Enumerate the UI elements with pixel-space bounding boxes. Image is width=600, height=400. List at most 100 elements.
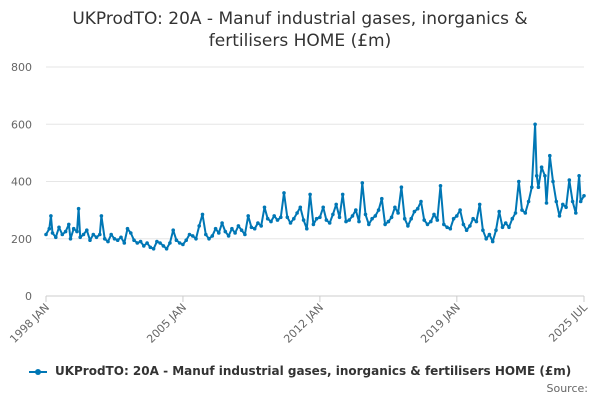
data-point	[419, 199, 423, 204]
data-point	[376, 208, 381, 212]
data-point	[47, 226, 52, 231]
data-point	[526, 199, 531, 204]
data-point	[357, 219, 361, 224]
data-point	[155, 239, 159, 244]
data-point	[243, 232, 247, 237]
data-point	[115, 238, 120, 242]
legend[interactable]: UKProdTO: 20A - Manuf industrial gases, …	[0, 364, 600, 378]
data-point	[367, 222, 371, 227]
data-point	[451, 216, 456, 221]
data-point	[78, 235, 82, 240]
data-point	[122, 241, 127, 245]
data-point	[98, 232, 102, 237]
data-point	[318, 215, 322, 220]
data-point	[543, 174, 547, 178]
data-point	[458, 208, 462, 212]
data-point	[354, 208, 358, 212]
data-point	[396, 211, 400, 215]
data-point	[487, 232, 492, 237]
data-point	[233, 231, 237, 235]
data-point	[461, 222, 466, 227]
data-point	[490, 239, 495, 244]
data-point	[344, 219, 348, 224]
data-point	[429, 219, 433, 224]
data-point	[142, 244, 146, 248]
data-point	[68, 237, 73, 241]
data-point	[226, 234, 231, 238]
data-point	[151, 247, 156, 251]
data-point	[468, 224, 472, 228]
data-point	[386, 219, 391, 224]
y-tick-label: 200	[11, 233, 32, 246]
data-point	[503, 221, 508, 225]
data-point	[331, 212, 335, 217]
data-point	[138, 239, 143, 244]
data-point	[389, 215, 394, 220]
data-point	[265, 216, 270, 221]
data-point	[239, 228, 244, 232]
data-point	[513, 211, 518, 215]
data-point	[210, 234, 215, 238]
data-point	[184, 238, 188, 242]
data-point	[60, 232, 65, 237]
data-point	[445, 225, 449, 230]
data-point	[50, 231, 55, 235]
data-point	[298, 205, 303, 210]
data-point	[402, 216, 407, 221]
data-point	[292, 216, 296, 221]
data-point	[269, 219, 273, 224]
data-point	[347, 218, 352, 222]
data-point	[44, 232, 48, 237]
data-point	[174, 238, 179, 242]
data-point	[279, 215, 283, 220]
data-point	[520, 208, 524, 212]
data-point	[94, 235, 99, 240]
data-point	[409, 216, 414, 221]
data-point	[295, 211, 299, 215]
data-point	[510, 216, 515, 221]
data-point	[190, 234, 195, 238]
data-point	[324, 218, 329, 222]
data-point	[517, 179, 521, 184]
x-tick-label: 2005 JAN	[144, 301, 189, 346]
data-point	[363, 212, 368, 217]
data-point	[481, 228, 485, 232]
data-point	[148, 245, 153, 250]
data-point	[145, 241, 149, 245]
data-point	[539, 165, 544, 169]
data-point	[102, 237, 107, 241]
data-point	[194, 237, 198, 241]
data-point	[305, 226, 309, 231]
data-point	[415, 206, 420, 211]
data-point	[474, 219, 479, 224]
data-point	[217, 231, 221, 235]
data-point	[399, 185, 404, 189]
data-point	[574, 211, 578, 215]
data-point	[197, 224, 201, 228]
data-point	[507, 225, 511, 230]
data-point	[246, 214, 250, 218]
data-point	[551, 179, 555, 184]
y-tick-label: 600	[11, 118, 32, 131]
data-point	[230, 226, 234, 231]
data-point	[533, 122, 537, 127]
data-point	[523, 211, 528, 215]
data-point	[249, 225, 254, 230]
data-point	[119, 235, 123, 240]
x-tick-label: 2019 JAN	[418, 301, 463, 346]
data-point	[259, 224, 264, 228]
data-point	[161, 244, 166, 248]
data-point	[471, 216, 475, 221]
data-point	[125, 226, 130, 231]
data-point	[406, 224, 410, 228]
data-point	[109, 232, 113, 237]
data-point	[561, 202, 565, 207]
data-point	[207, 237, 211, 241]
data-point	[464, 228, 469, 232]
data-point	[373, 214, 378, 218]
data-point	[282, 191, 286, 195]
x-tick-label: 2012 JAN	[281, 301, 326, 346]
data-point	[557, 214, 562, 218]
data-point	[54, 235, 58, 240]
